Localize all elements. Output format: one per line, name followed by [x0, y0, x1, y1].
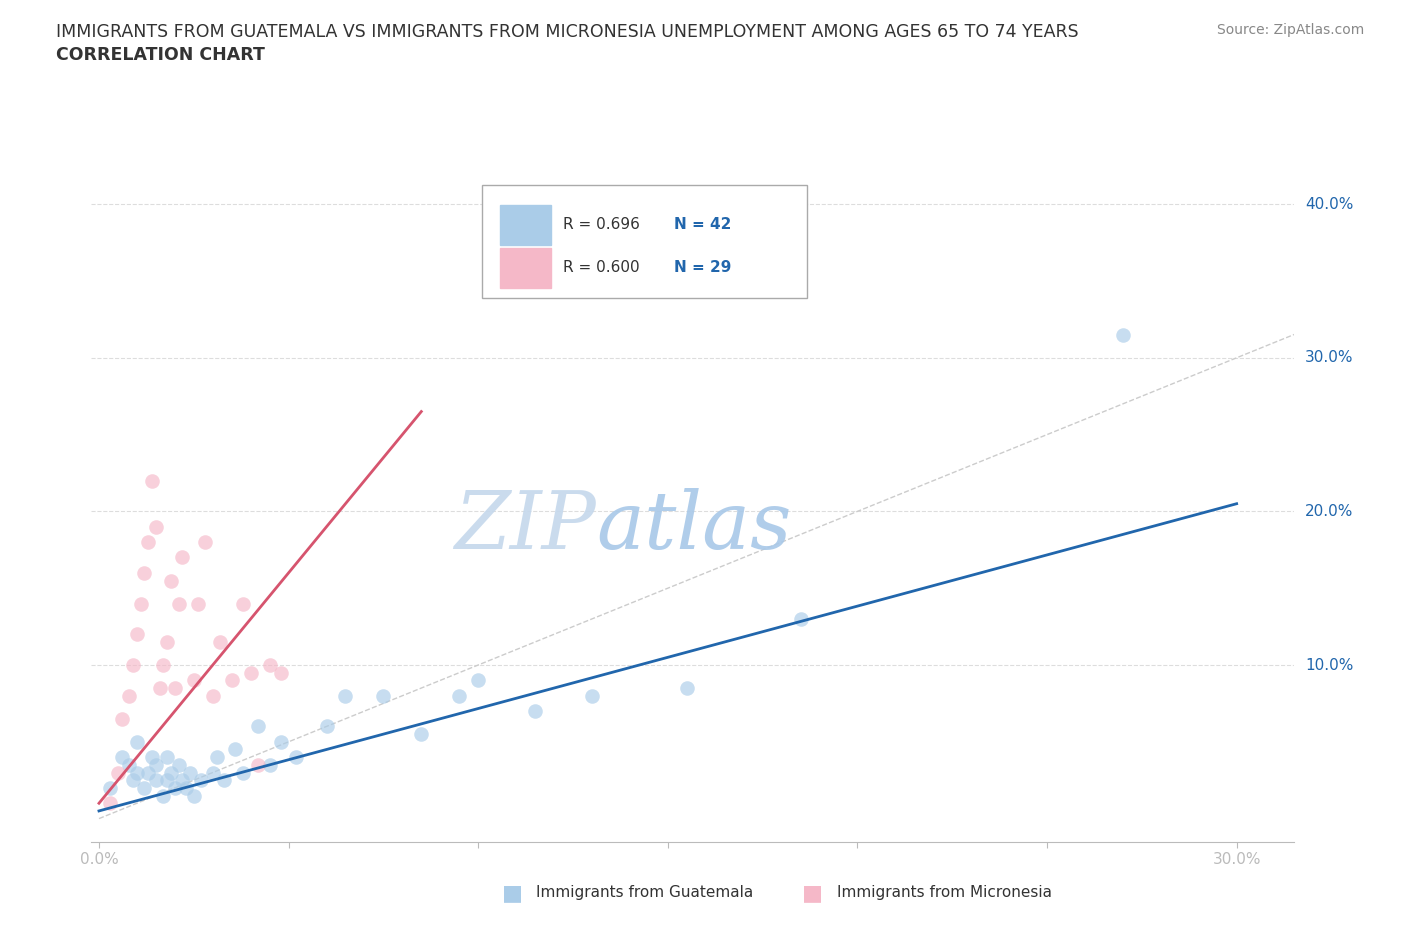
- Point: [232, 765, 254, 780]
- Point: [247, 719, 270, 734]
- Point: [145, 773, 167, 788]
- Point: [183, 788, 205, 803]
- Point: [224, 742, 246, 757]
- Point: [156, 773, 179, 788]
- Point: [190, 773, 212, 788]
- Point: [122, 658, 145, 672]
- Point: [167, 757, 190, 772]
- Point: [156, 634, 179, 649]
- Point: [152, 788, 174, 803]
- Point: [194, 535, 217, 550]
- Point: [247, 757, 270, 772]
- Text: Immigrants from Guatemala: Immigrants from Guatemala: [536, 885, 754, 900]
- Text: 40.0%: 40.0%: [1305, 196, 1353, 212]
- Point: [136, 535, 159, 550]
- Point: [467, 673, 489, 688]
- FancyBboxPatch shape: [501, 247, 551, 288]
- Point: [172, 773, 194, 788]
- Point: [285, 750, 308, 764]
- Point: [145, 519, 167, 534]
- Point: [259, 658, 281, 672]
- Point: [125, 735, 148, 750]
- Point: [187, 596, 209, 611]
- Point: [270, 665, 292, 680]
- Text: N = 29: N = 29: [675, 260, 731, 275]
- Point: [209, 634, 232, 649]
- Point: [98, 796, 121, 811]
- Point: [111, 711, 134, 726]
- Point: [315, 719, 337, 734]
- Text: R = 0.600: R = 0.600: [562, 260, 640, 275]
- Point: [163, 780, 186, 795]
- Text: Source: ZipAtlas.com: Source: ZipAtlas.com: [1216, 23, 1364, 37]
- Point: [118, 757, 141, 772]
- Point: [232, 596, 254, 611]
- Point: [167, 596, 190, 611]
- FancyBboxPatch shape: [482, 185, 807, 299]
- Point: [449, 688, 471, 703]
- Point: [335, 688, 357, 703]
- Point: [1112, 327, 1135, 342]
- Point: [107, 765, 129, 780]
- Point: [205, 750, 228, 764]
- Point: [259, 757, 281, 772]
- Point: [141, 473, 163, 488]
- Point: [98, 780, 121, 795]
- Point: [141, 750, 163, 764]
- Point: [129, 596, 152, 611]
- Point: [212, 773, 235, 788]
- FancyBboxPatch shape: [501, 205, 551, 245]
- Text: 30.0%: 30.0%: [1305, 351, 1354, 365]
- Point: [411, 726, 433, 741]
- Text: IMMIGRANTS FROM GUATEMALA VS IMMIGRANTS FROM MICRONESIA UNEMPLOYMENT AMONG AGES : IMMIGRANTS FROM GUATEMALA VS IMMIGRANTS …: [56, 23, 1078, 41]
- Point: [201, 765, 224, 780]
- Point: [270, 735, 292, 750]
- Point: [183, 673, 205, 688]
- Point: [149, 681, 172, 696]
- Point: [125, 765, 148, 780]
- Point: [134, 780, 156, 795]
- Point: [221, 673, 243, 688]
- Point: [675, 681, 697, 696]
- Point: [160, 573, 183, 588]
- Point: [111, 750, 134, 764]
- Point: [156, 750, 179, 764]
- Point: [118, 688, 141, 703]
- Point: [201, 688, 224, 703]
- Point: [373, 688, 395, 703]
- Point: [136, 765, 159, 780]
- Text: Immigrants from Micronesia: Immigrants from Micronesia: [837, 885, 1052, 900]
- Text: ■: ■: [502, 883, 523, 903]
- Point: [134, 565, 156, 580]
- Point: [239, 665, 262, 680]
- Point: [122, 773, 145, 788]
- Y-axis label: Unemployment Among Ages 65 to 74 years: Unemployment Among Ages 65 to 74 years: [0, 333, 7, 667]
- Text: ■: ■: [803, 883, 823, 903]
- Text: 10.0%: 10.0%: [1305, 658, 1353, 672]
- Point: [160, 765, 183, 780]
- Point: [789, 612, 811, 627]
- Point: [125, 627, 148, 642]
- Point: [145, 757, 167, 772]
- Text: N = 42: N = 42: [675, 217, 731, 232]
- Text: 20.0%: 20.0%: [1305, 504, 1353, 519]
- Text: ZIP: ZIP: [454, 488, 596, 566]
- Text: R = 0.696: R = 0.696: [562, 217, 640, 232]
- Point: [581, 688, 603, 703]
- Point: [172, 550, 194, 565]
- Point: [163, 681, 186, 696]
- Text: atlas: atlas: [596, 488, 792, 566]
- Text: CORRELATION CHART: CORRELATION CHART: [56, 46, 266, 64]
- Point: [174, 780, 197, 795]
- Point: [152, 658, 174, 672]
- Point: [524, 704, 547, 719]
- Point: [179, 765, 201, 780]
